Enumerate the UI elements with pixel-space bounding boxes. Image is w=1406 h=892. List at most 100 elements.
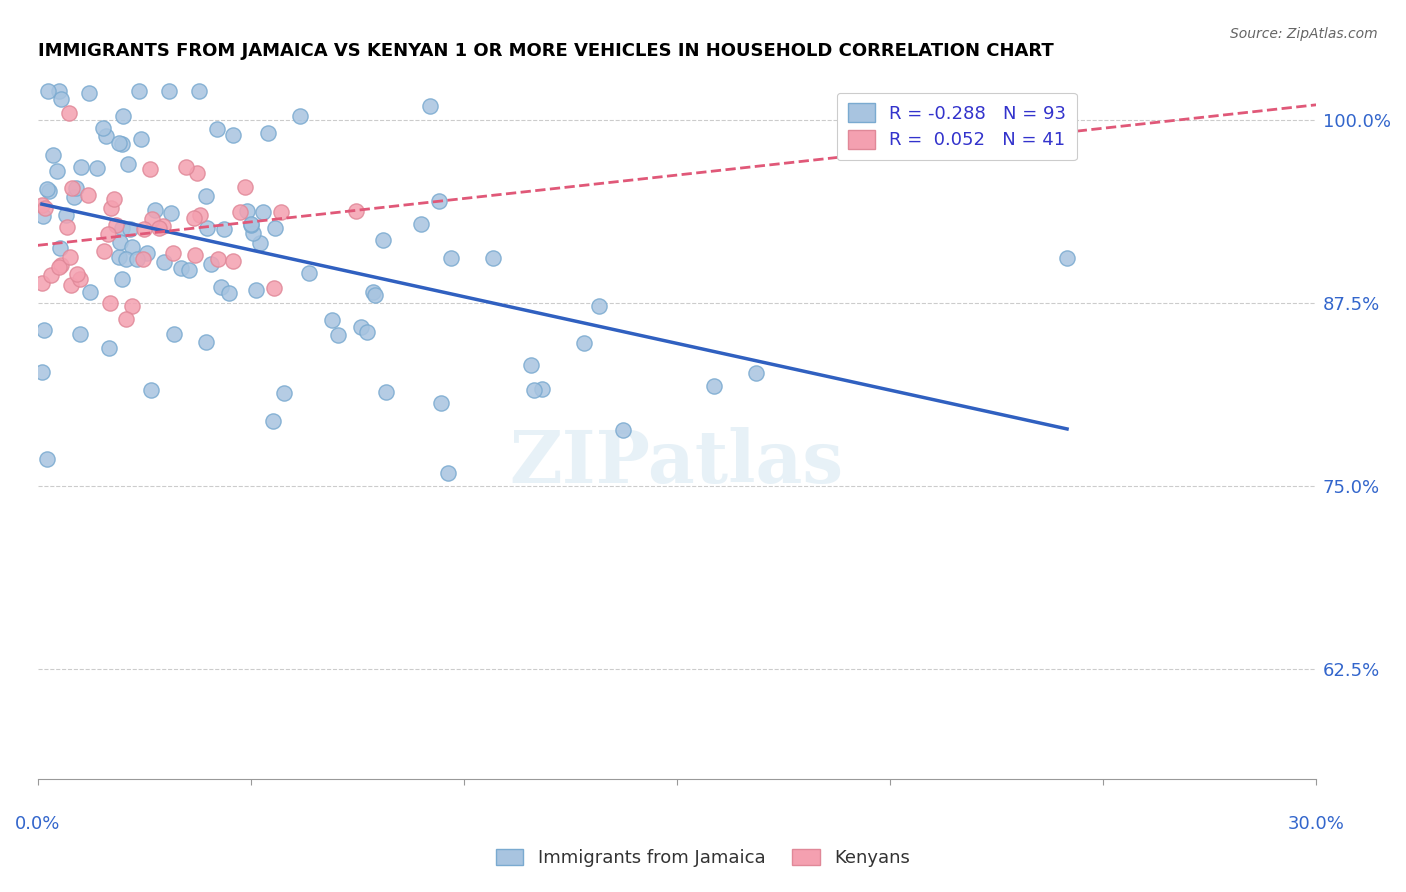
Point bbox=[97, 342, 120, 356]
Point bbox=[79, 87, 101, 101]
Point bbox=[34, 202, 56, 216]
Point bbox=[364, 287, 387, 301]
Point bbox=[115, 252, 138, 267]
Point bbox=[375, 384, 398, 399]
Point bbox=[48, 260, 70, 274]
Point bbox=[103, 192, 125, 206]
Text: 30.0%: 30.0% bbox=[1288, 815, 1344, 833]
Point bbox=[148, 220, 170, 235]
Point bbox=[409, 217, 432, 231]
Point bbox=[177, 263, 200, 277]
Point bbox=[49, 259, 72, 273]
Point bbox=[153, 255, 176, 269]
Point bbox=[998, 124, 1021, 138]
Point bbox=[344, 204, 367, 219]
Point bbox=[118, 222, 141, 236]
Point bbox=[194, 189, 217, 203]
Point bbox=[136, 246, 159, 260]
Point bbox=[128, 84, 150, 98]
Point bbox=[141, 212, 163, 227]
Point bbox=[612, 423, 634, 437]
Point bbox=[110, 221, 132, 235]
Point bbox=[436, 466, 458, 480]
Point bbox=[127, 252, 149, 266]
Point bbox=[139, 161, 162, 176]
Point bbox=[430, 396, 453, 410]
Point bbox=[49, 241, 72, 255]
Text: 0.0%: 0.0% bbox=[15, 815, 60, 833]
Point bbox=[38, 184, 60, 198]
Point bbox=[212, 222, 235, 236]
Point bbox=[60, 181, 83, 195]
Point bbox=[121, 299, 143, 313]
Point bbox=[229, 205, 252, 219]
Point bbox=[162, 246, 184, 260]
Point bbox=[114, 312, 136, 326]
Text: Source: ZipAtlas.com: Source: ZipAtlas.com bbox=[1230, 27, 1378, 41]
Point bbox=[91, 121, 114, 136]
Point bbox=[110, 137, 132, 152]
Point bbox=[361, 285, 384, 300]
Point bbox=[242, 227, 264, 241]
Point bbox=[32, 323, 55, 337]
Point bbox=[321, 313, 343, 327]
Point bbox=[588, 300, 610, 314]
Point bbox=[96, 227, 118, 241]
Point bbox=[108, 235, 131, 250]
Point bbox=[703, 379, 725, 393]
Point bbox=[37, 451, 59, 466]
Legend: Immigrants from Jamaica, Kenyans: Immigrants from Jamaica, Kenyans bbox=[489, 841, 917, 874]
Point bbox=[86, 161, 108, 175]
Point bbox=[263, 221, 285, 235]
Point bbox=[195, 334, 218, 349]
Point bbox=[1056, 252, 1078, 266]
Point bbox=[298, 266, 321, 280]
Point bbox=[141, 383, 163, 397]
Point bbox=[31, 276, 53, 290]
Point bbox=[531, 382, 554, 396]
Point bbox=[37, 84, 59, 98]
Point bbox=[42, 147, 65, 161]
Point bbox=[183, 211, 205, 226]
Point bbox=[290, 109, 312, 123]
Point bbox=[240, 217, 263, 231]
Point bbox=[239, 218, 262, 232]
Point bbox=[482, 251, 505, 265]
Point bbox=[373, 233, 395, 247]
Point bbox=[49, 92, 72, 106]
Point bbox=[117, 157, 139, 171]
Point bbox=[572, 335, 595, 350]
Point bbox=[205, 122, 228, 136]
Text: ZIPatlas: ZIPatlas bbox=[510, 427, 844, 499]
Point bbox=[440, 252, 463, 266]
Point bbox=[209, 279, 232, 293]
Point bbox=[263, 280, 285, 294]
Point bbox=[160, 206, 183, 220]
Point bbox=[79, 285, 101, 300]
Point bbox=[39, 268, 62, 282]
Point bbox=[235, 180, 257, 194]
Point bbox=[152, 219, 174, 234]
Point bbox=[252, 204, 274, 219]
Point bbox=[100, 201, 122, 215]
Point bbox=[326, 328, 349, 343]
Point bbox=[131, 252, 153, 266]
Point bbox=[257, 127, 280, 141]
Point bbox=[46, 164, 69, 178]
Point bbox=[111, 271, 134, 285]
Point bbox=[59, 250, 82, 264]
Point bbox=[62, 190, 84, 204]
Point bbox=[427, 194, 450, 208]
Point bbox=[218, 286, 240, 301]
Point bbox=[58, 106, 80, 120]
Point bbox=[77, 188, 100, 202]
Point bbox=[419, 99, 441, 113]
Legend: R = -0.288   N = 93, R =  0.052   N = 41: R = -0.288 N = 93, R = 0.052 N = 41 bbox=[837, 93, 1077, 161]
Point bbox=[112, 109, 135, 123]
Point bbox=[273, 386, 295, 401]
Point bbox=[35, 181, 58, 195]
Point bbox=[31, 365, 53, 379]
Point bbox=[98, 296, 121, 310]
Point bbox=[69, 327, 91, 342]
Point bbox=[132, 222, 155, 236]
